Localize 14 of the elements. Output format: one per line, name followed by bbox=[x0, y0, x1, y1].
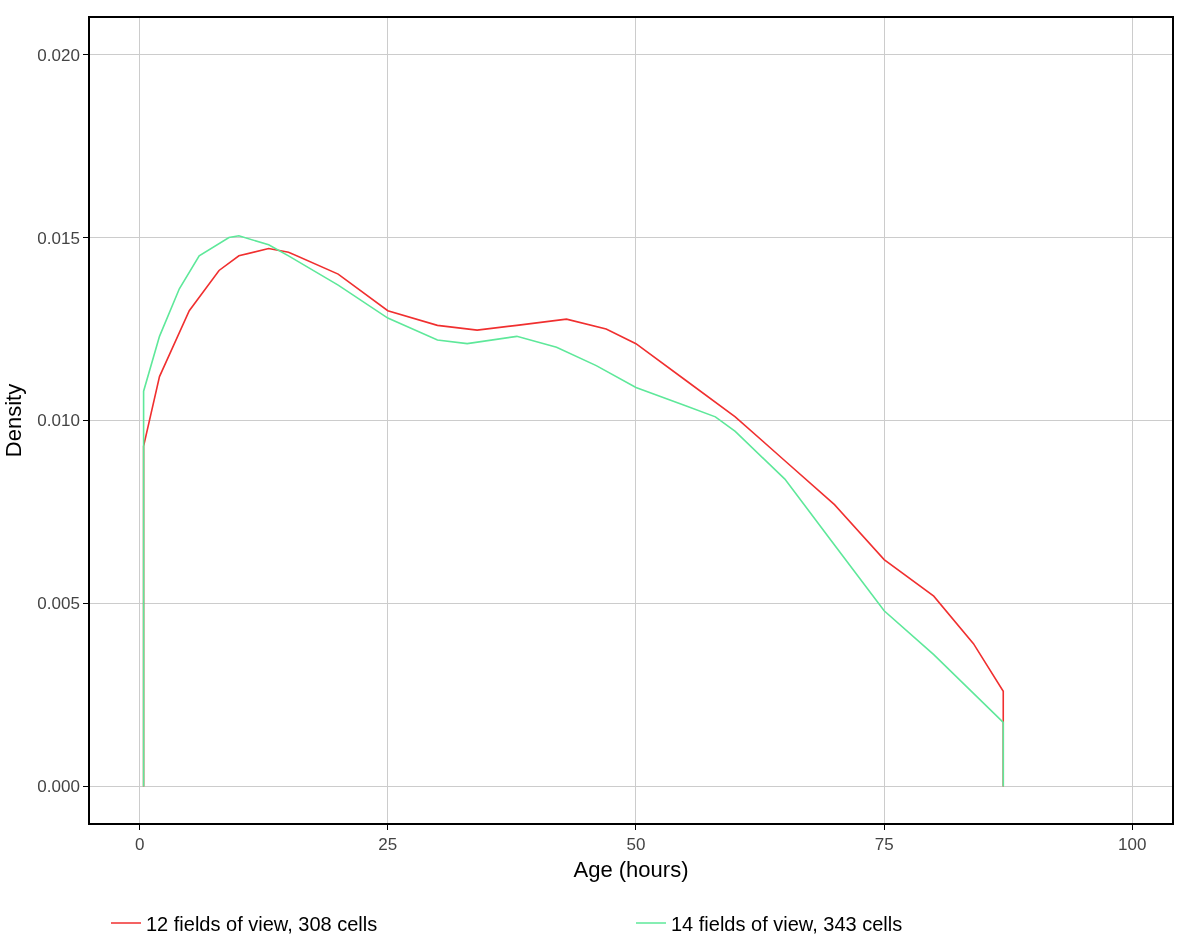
x-tick-label: 50 bbox=[626, 835, 646, 855]
x-tick-label: 25 bbox=[378, 835, 398, 855]
x-axis-title: Age (hours) bbox=[573, 856, 689, 882]
y-tick-label: 0.010 bbox=[37, 411, 80, 431]
y-tick-label: 0.005 bbox=[37, 594, 80, 614]
x-tick-label: 0 bbox=[134, 835, 145, 855]
legend-label: 12 fields of view, 308 cells bbox=[146, 912, 378, 935]
legend-label: 14 fields of view, 343 cells bbox=[671, 912, 903, 935]
y-tick-label: 0.000 bbox=[37, 777, 80, 797]
y-tick-label: 0.015 bbox=[37, 228, 80, 248]
y-axis-title: Density bbox=[0, 383, 26, 458]
y-tick-label: 0.020 bbox=[37, 45, 80, 65]
x-tick-label: 75 bbox=[874, 835, 894, 855]
x-tick-label: 100 bbox=[1118, 835, 1147, 855]
